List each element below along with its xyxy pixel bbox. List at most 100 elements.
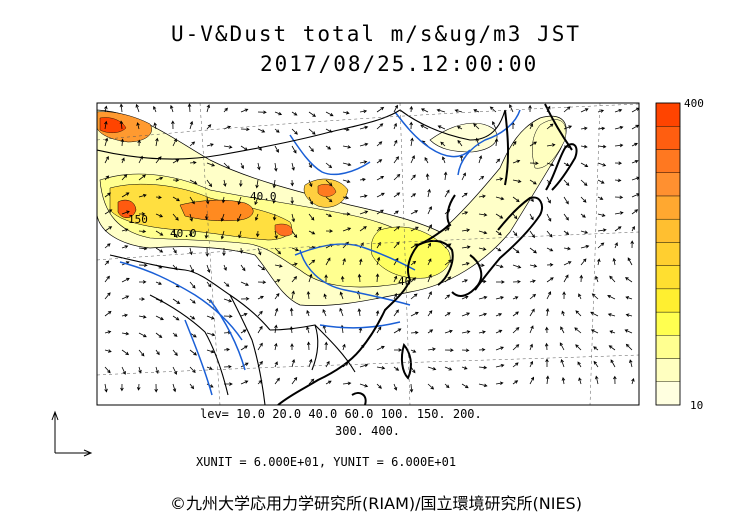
wind-arrow xyxy=(206,179,213,188)
wind-arrow xyxy=(546,196,551,204)
colorbar-segment xyxy=(655,265,681,290)
wind-arrow xyxy=(138,229,147,234)
wind-arrow xyxy=(597,109,605,113)
wind-arrow xyxy=(172,298,181,304)
wind-arrow xyxy=(495,329,503,334)
wind-arrow xyxy=(189,281,196,289)
wind-arrow xyxy=(495,230,502,236)
wind-arrow xyxy=(359,177,366,182)
wind-arrow xyxy=(577,361,582,368)
wind-arrow xyxy=(257,325,263,334)
wind-arrow xyxy=(325,179,333,187)
wind-arrow xyxy=(153,105,157,113)
wind-arrow xyxy=(512,247,520,254)
wind-arrow xyxy=(325,360,330,368)
wind-arrow xyxy=(495,381,504,386)
colorbar-min-label: 10 xyxy=(690,399,704,412)
wind-arrow xyxy=(629,359,633,368)
wind-arrow xyxy=(529,376,534,385)
colorbar-segment xyxy=(655,102,681,127)
wind-arrow xyxy=(240,281,249,286)
wind-arrow xyxy=(444,276,452,283)
wind-arrow xyxy=(375,273,380,283)
wind-arrow xyxy=(291,290,295,300)
wind-arrow xyxy=(509,104,514,113)
wind-arrow xyxy=(204,230,209,239)
wind-arrow xyxy=(489,106,497,113)
wind-arrow xyxy=(512,279,521,284)
wind-arrow xyxy=(545,358,549,367)
wind-arrow xyxy=(240,297,250,301)
wind-arrow xyxy=(342,343,346,351)
wind-arrow xyxy=(291,247,300,252)
wind-arrow xyxy=(444,294,451,300)
wind-arrow xyxy=(580,162,589,167)
wind-arrow xyxy=(172,230,178,239)
wind-arrow xyxy=(393,173,401,181)
legend-levels: lev= 10.0 20.0 40.0 60.0 100. 150. 200. xyxy=(200,407,482,421)
wind-arrow xyxy=(409,383,414,393)
wind-arrow xyxy=(291,275,298,283)
wind-arrow xyxy=(580,213,586,218)
wind-arrow xyxy=(561,376,566,385)
wind-arrow xyxy=(342,162,352,167)
wind-arrow xyxy=(444,312,451,317)
wind-arrow xyxy=(171,120,175,130)
wind-arrow xyxy=(427,329,434,334)
wind-arrow xyxy=(274,324,278,334)
wind-arrow xyxy=(291,262,298,266)
wind-arrow xyxy=(457,139,463,147)
wind-arrow xyxy=(376,106,385,113)
wind-arrow xyxy=(545,326,549,334)
wind-arrow xyxy=(607,295,616,300)
wind-arrow xyxy=(137,139,141,147)
wind-arrow xyxy=(274,342,278,351)
wind-arrow xyxy=(255,179,259,189)
colorbar-frame xyxy=(655,102,681,406)
wind-arrow xyxy=(257,342,263,351)
wind-arrow xyxy=(325,380,332,385)
colorbar-segment xyxy=(655,242,681,266)
wind-arrow xyxy=(359,142,369,147)
wind-arrow xyxy=(495,177,504,181)
wind-arrow xyxy=(546,162,555,167)
wind-arrow xyxy=(456,126,463,130)
wind-arrow xyxy=(376,256,381,266)
wind-arrow xyxy=(274,264,283,268)
wind-arrow xyxy=(597,258,601,266)
wind-arrow xyxy=(240,162,244,170)
wind-arrow xyxy=(136,383,141,391)
wind-arrow xyxy=(104,349,112,353)
wind-arrow xyxy=(104,192,111,198)
wind-arrow xyxy=(563,179,570,187)
wind-arrow xyxy=(496,280,505,284)
wind-arrow xyxy=(325,213,333,217)
wind-arrow xyxy=(323,293,327,300)
wind-arrow xyxy=(495,196,505,201)
wind-arrow xyxy=(613,375,617,385)
wind-arrow xyxy=(308,145,314,153)
wind-arrow xyxy=(189,349,197,356)
wind-arrow xyxy=(342,145,352,149)
wind-arrow xyxy=(427,258,432,266)
wind-arrow xyxy=(189,141,196,147)
wind-arrow xyxy=(631,142,638,147)
wind-arrow xyxy=(324,274,328,283)
wind-arrow xyxy=(172,213,179,221)
wind-arrow xyxy=(597,213,606,217)
wind-arrow xyxy=(478,365,488,370)
wind-arrow xyxy=(614,178,622,183)
wind-arrow xyxy=(308,111,316,117)
wind-arrow xyxy=(427,347,436,352)
wind-arrow xyxy=(155,213,164,218)
wind-arrow xyxy=(306,309,310,317)
wind-arrow xyxy=(221,196,226,204)
wind-arrow xyxy=(255,230,260,238)
contour-label: 150 xyxy=(128,213,148,226)
wind-arrow xyxy=(512,159,521,164)
wind-arrow xyxy=(291,128,298,135)
wind-arrow xyxy=(495,247,502,252)
wind-arrow xyxy=(189,383,195,390)
wind-arrow xyxy=(223,347,231,352)
wind-arrow xyxy=(461,279,468,283)
